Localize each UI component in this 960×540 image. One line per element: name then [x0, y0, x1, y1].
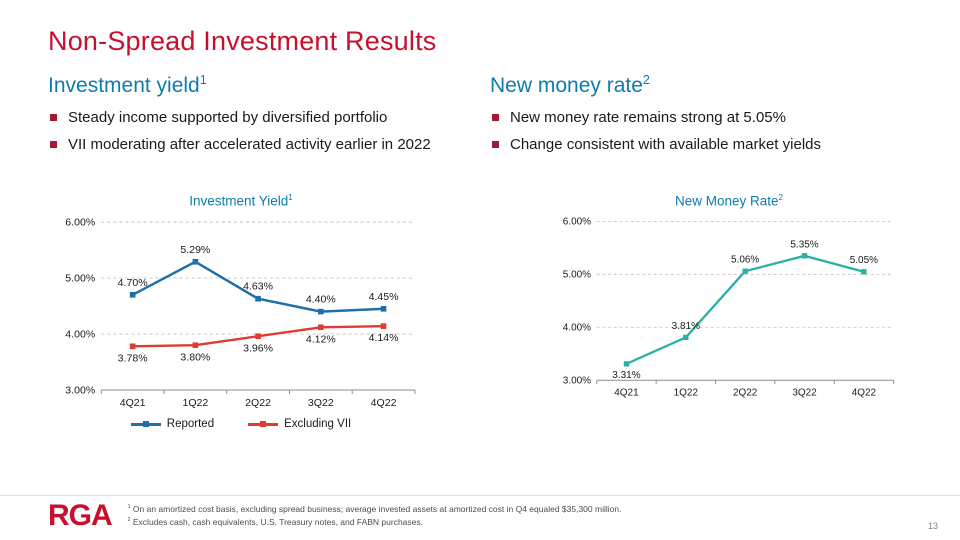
- svg-text:4.00%: 4.00%: [65, 329, 95, 341]
- investment-yield-section: Investment yield1 Steady income supporte…: [48, 73, 468, 163]
- svg-text:5.06%: 5.06%: [731, 255, 759, 266]
- slide-footer: RGA 1 On an amortized cost basis, exclud…: [48, 499, 938, 532]
- legend-label: Excluding VII: [284, 418, 352, 431]
- svg-text:3Q22: 3Q22: [792, 388, 817, 399]
- footnotes: 1 On an amortized cost basis, excluding …: [128, 503, 622, 529]
- svg-text:4Q22: 4Q22: [852, 388, 877, 399]
- legend-label: Reported: [166, 418, 215, 431]
- svg-text:4.45%: 4.45%: [369, 291, 399, 303]
- svg-text:1Q22: 1Q22: [182, 397, 208, 409]
- svg-text:4.63%: 4.63%: [243, 281, 273, 293]
- svg-text:3.96%: 3.96%: [243, 342, 273, 354]
- svg-text:4.00%: 4.00%: [563, 323, 591, 334]
- svg-text:3.81%: 3.81%: [672, 321, 700, 332]
- section-heading-text: New money rate: [490, 74, 643, 97]
- line-marker-icon: [130, 418, 161, 430]
- investment-yield-chart: Investment Yield1 6.00% 5.00% 4.00% 3.00% 4Q…: [55, 193, 427, 430]
- svg-text:3.78%: 3.78%: [118, 352, 148, 364]
- slide-title-text: Non-Spread Investment Results: [48, 26, 437, 56]
- investment-yield-line-chart: 6.00% 5.00% 4.00% 3.00% 4Q21 1Q22 2Q22 3Q22 4Q22…: [55, 210, 427, 416]
- legend-item-reported: Reported: [130, 418, 215, 431]
- svg-text:3.31%: 3.31%: [612, 370, 640, 381]
- svg-text:4.70%: 4.70%: [118, 277, 148, 289]
- section-heading-investment-yield: Investment yield1: [48, 73, 468, 98]
- new-money-rate-chart: New Money Rate2 6.00% 5.00% 4.00% 3.00% 4Q21…: [553, 193, 905, 431]
- svg-text:3.80%: 3.80%: [180, 351, 210, 363]
- rga-logo: RGA: [48, 499, 113, 532]
- bullet-text: New money rate remains strong at 5.05%: [510, 109, 786, 126]
- svg-text:2Q22: 2Q22: [245, 397, 271, 409]
- svg-text:5.29%: 5.29%: [180, 244, 210, 256]
- svg-text:4Q22: 4Q22: [371, 397, 397, 409]
- svg-text:3Q22: 3Q22: [308, 397, 334, 409]
- chart-title-new-money-rate: New Money Rate2: [553, 193, 905, 209]
- footnote-2: 2 Excludes cash, cash equivalents, U.S. …: [128, 516, 622, 529]
- bullet-square-icon: [50, 141, 57, 149]
- new-money-rate-line-chart: 6.00% 5.00% 4.00% 3.00% 4Q21 1Q22 2Q22 3Q22 4Q22…: [553, 210, 905, 405]
- bullet-square-icon: [50, 114, 57, 121]
- footnote-marker: 2: [127, 517, 131, 524]
- list-item: New money rate remains strong at 5.05%: [490, 108, 920, 128]
- footnote-ref: 1: [288, 192, 293, 202]
- slide-title: Non-Spread Investment Results: [48, 26, 920, 57]
- svg-text:4Q21: 4Q21: [614, 388, 639, 399]
- footnote-marker: 1: [127, 504, 131, 511]
- svg-text:4.40%: 4.40%: [306, 294, 336, 306]
- svg-text:4.14%: 4.14%: [369, 332, 399, 344]
- chart-title-text: Investment Yield: [189, 193, 289, 208]
- footnote-ref: 2: [778, 192, 784, 202]
- list-item: Steady income supported by diversified p…: [48, 108, 468, 128]
- svg-text:4Q21: 4Q21: [120, 397, 146, 409]
- chart-title-investment-yield: Investment Yield1: [55, 193, 427, 209]
- investment-yield-bullets: Steady income supported by diversified p…: [48, 108, 468, 156]
- bullet-square-icon: [492, 114, 499, 121]
- bullet-square-icon: [492, 141, 499, 149]
- svg-text:4.12%: 4.12%: [306, 333, 336, 345]
- svg-text:5.35%: 5.35%: [790, 239, 818, 250]
- chart-title-text: New Money Rate: [674, 193, 779, 208]
- section-heading-new-money-rate: New money rate2: [490, 73, 920, 98]
- new-money-rate-bullets: New money rate remains strong at 5.05% C…: [490, 108, 920, 156]
- bullet-text: VII moderating after accelerated activit…: [68, 136, 431, 154]
- svg-text:6.00%: 6.00%: [563, 217, 591, 228]
- chart-legend: Reported Excluding VII: [55, 418, 427, 430]
- footnote-text: On an amortized cost basis, excluding sp…: [132, 504, 622, 515]
- bullet-text: Change consistent with available market …: [510, 136, 821, 154]
- page-number: 13: [927, 521, 938, 531]
- footnote-ref: 2: [642, 73, 650, 87]
- svg-text:1Q22: 1Q22: [674, 388, 699, 399]
- bullet-text: Steady income supported by diversified p…: [68, 109, 388, 126]
- section-heading-text: Investment yield: [48, 74, 200, 97]
- svg-text:2Q22: 2Q22: [733, 388, 758, 399]
- list-item: VII moderating after accelerated activit…: [48, 135, 468, 155]
- footnote-ref: 1: [199, 73, 207, 87]
- svg-text:5.05%: 5.05%: [850, 255, 878, 266]
- svg-text:3.00%: 3.00%: [65, 384, 95, 396]
- new-money-rate-section: New money rate2 New money rate remains s…: [490, 73, 920, 163]
- summary-columns: Investment yield1 Steady income supporte…: [48, 73, 920, 163]
- svg-text:5.00%: 5.00%: [65, 273, 95, 285]
- svg-text:3.00%: 3.00%: [563, 376, 591, 387]
- svg-text:6.00%: 6.00%: [65, 217, 95, 229]
- line-marker-icon: [248, 418, 279, 430]
- legend-item-excluding-vii: Excluding VII: [248, 418, 351, 430]
- footnote-1: 1 On an amortized cost basis, excluding …: [128, 503, 622, 516]
- footnote-text: Excludes cash, cash equivalents, U.S. Tr…: [132, 517, 423, 527]
- svg-text:5.00%: 5.00%: [563, 270, 591, 281]
- footer-divider: [0, 495, 960, 496]
- list-item: Change consistent with available market …: [490, 135, 920, 155]
- charts-row: Investment Yield1 6.00% 5.00% 4.00% 3.00% 4Q…: [0, 193, 960, 431]
